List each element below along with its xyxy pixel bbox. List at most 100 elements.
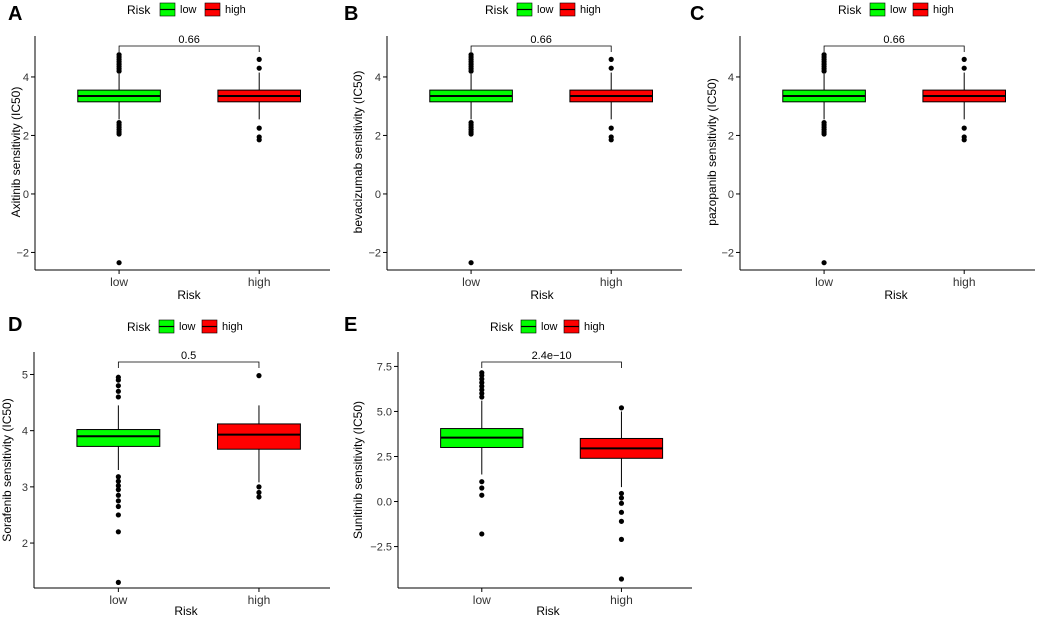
- outlier-point-low: [115, 478, 121, 484]
- legend-label-low: low: [541, 321, 558, 333]
- y-tick-label: 2.5: [377, 451, 392, 463]
- legend-label-high: high: [222, 321, 243, 333]
- significance-bracket: [823, 45, 965, 52]
- outlier-point-high: [961, 125, 967, 131]
- y-tick-label: 5: [22, 369, 28, 381]
- y-tick-label: −2: [368, 247, 381, 259]
- y-tick-label: 4: [23, 72, 29, 84]
- x-tick-label: low: [109, 593, 127, 607]
- panel-c-xlabel: Risk: [884, 288, 908, 302]
- x-tick-label: low: [110, 275, 128, 289]
- outlier-point-low: [821, 52, 827, 58]
- outlier-point-high: [618, 509, 625, 515]
- outlier-point-high: [256, 489, 262, 496]
- outlier-point-low: [479, 376, 485, 382]
- panel-b-letter: B: [344, 3, 358, 25]
- x-tick-label: low: [462, 275, 480, 289]
- x-tick-label: high: [248, 275, 271, 289]
- panel-a-plot: −2 0 2 4 low high 0.66: [16, 34, 330, 289]
- outlier-point-low: [115, 529, 121, 535]
- p-value-label: 0.5: [181, 350, 196, 362]
- significance-bracket: [481, 361, 622, 368]
- panel-c-ylabel: pazopanib sensitivity (IC50): [705, 78, 719, 225]
- panel-a-letter: A: [8, 3, 22, 25]
- outlier-point-low: [115, 483, 121, 489]
- outlier-point-low: [479, 387, 485, 393]
- outlier-point-low: [479, 485, 485, 491]
- outlier-point-high: [608, 65, 614, 71]
- p-value-label: 0.66: [178, 34, 199, 46]
- panel-d-plot: 2 3 4 5 low high 0.5: [22, 350, 330, 607]
- legend-title: Risk: [838, 3, 862, 17]
- panel-d: D Risk low high 2 3 4 5 low high 0.5 Sorafenib…: [0, 314, 330, 618]
- panel-c-letter: C: [690, 3, 704, 25]
- significance-bracket: [470, 45, 612, 52]
- outlier-point-high: [256, 494, 262, 500]
- p-value-label: 0.66: [883, 34, 904, 46]
- outlier-point-low: [116, 52, 122, 58]
- outlier-point-high: [961, 56, 967, 63]
- x-tick-label: high: [610, 593, 633, 607]
- outlier-point-low: [116, 119, 122, 126]
- y-tick-label: 0: [375, 189, 381, 201]
- panel-a-ylabel: Axitinib sensitivity (IC50): [9, 87, 23, 218]
- outlier-point-low: [116, 260, 122, 266]
- panel-d-legend: Risk low high: [127, 319, 243, 334]
- y-tick-label: 2: [728, 130, 734, 142]
- panel-b-xlabel: Risk: [530, 288, 554, 302]
- outlier-point-high: [608, 56, 614, 63]
- legend-label-high: high: [225, 4, 246, 16]
- panel-e-xlabel: Risk: [536, 604, 560, 618]
- outlier-point-high: [618, 500, 625, 506]
- outlier-point-high: [608, 125, 614, 131]
- outlier-point-low: [115, 492, 121, 498]
- panel-e-letter: E: [344, 314, 357, 336]
- legend-title: Risk: [485, 3, 509, 17]
- outlier-point-low: [479, 394, 485, 400]
- significance-bracket: [117, 361, 260, 368]
- outlier-point-low: [115, 474, 121, 480]
- y-tick-label: −2: [16, 247, 29, 259]
- legend-label-low: low: [180, 4, 197, 16]
- outlier-point-low: [479, 380, 485, 386]
- box-low: [76, 429, 161, 447]
- outlier-point-low: [115, 579, 121, 585]
- outlier-point-low: [479, 479, 485, 485]
- outlier-point-high: [256, 373, 262, 379]
- panel-e-plot: −2.5 0.0 2.5 5.0 7.5 low high 2.4e−10: [370, 350, 692, 607]
- outlier-point-low: [115, 374, 121, 380]
- outlier-point-low: [479, 492, 485, 498]
- outlier-point-high: [961, 134, 967, 140]
- outlier-point-low: [468, 119, 474, 126]
- panel-b-plot: −2 0 2 4 low high 0.66: [368, 34, 682, 289]
- legend-title: Risk: [127, 320, 151, 334]
- y-tick-label: 2: [23, 130, 29, 142]
- box-high: [217, 423, 301, 450]
- panel-b: B Risk low high −2 0 2 4 low high 0.66 bevaciz…: [344, 2, 682, 302]
- y-tick-label: 4: [375, 72, 381, 84]
- y-tick-label: 2: [375, 130, 381, 142]
- panel-e: E Risk low high −2.5 0.0 2.5 5.0 7.5 low high 2…: [344, 314, 692, 618]
- panel-e-ylabel: Sunitinib sensitivity (IC50): [351, 401, 365, 539]
- outlier-point-high: [618, 536, 625, 542]
- outlier-point-low: [479, 390, 485, 397]
- panel-a: A Risk low high −2 0 2 4 low high 0.66 Axitini…: [8, 2, 330, 302]
- panel-c: C Risk low high −2 0 2 4 low high 0.66 pazopan…: [690, 2, 1035, 302]
- panel-b-ylabel: bevacizumab sensitivity (IC50): [351, 71, 365, 234]
- outlier-point-low: [479, 370, 485, 376]
- panel-c-legend: Risk low high: [838, 2, 954, 17]
- outlier-point-low: [821, 119, 827, 126]
- y-tick-label: 0: [728, 189, 734, 201]
- x-tick-label: high: [953, 275, 976, 289]
- y-tick-label: 4: [728, 72, 734, 84]
- legend-label-low: low: [537, 4, 554, 16]
- y-tick-label: 7.5: [377, 361, 392, 373]
- y-tick-label: 3: [22, 482, 28, 494]
- x-tick-label: low: [815, 275, 833, 289]
- outlier-point-low: [468, 260, 474, 266]
- y-tick-label: −2: [721, 247, 734, 259]
- outlier-point-high: [256, 125, 262, 131]
- legend-label-high: high: [580, 4, 601, 16]
- outlier-point-high: [618, 576, 625, 582]
